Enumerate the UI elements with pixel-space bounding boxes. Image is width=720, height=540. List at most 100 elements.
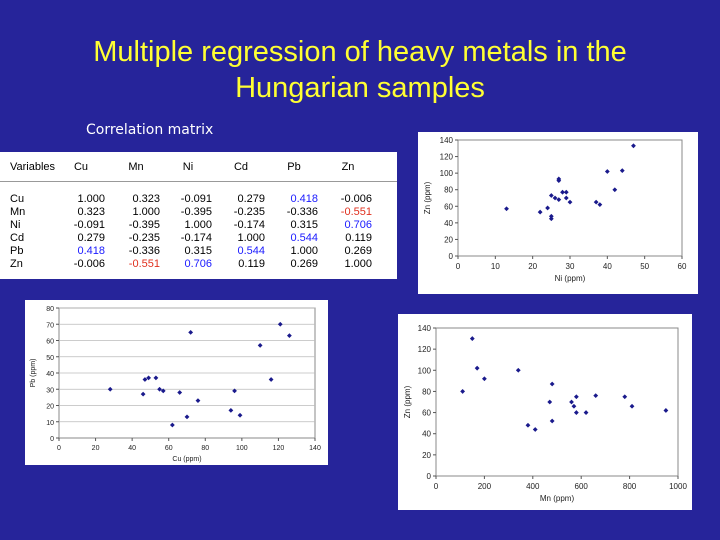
- data-point: [548, 213, 554, 219]
- matrix-cell: 1.000: [184, 219, 212, 231]
- y-tick-label: 40: [444, 219, 453, 228]
- y-axis-label: Pb (ppm): [30, 359, 37, 388]
- y-tick-label: 0: [50, 436, 54, 443]
- y-tick-label: 20: [444, 235, 453, 244]
- y-tick-label: 0: [427, 472, 432, 481]
- x-tick-label: 40: [603, 262, 612, 271]
- x-tick-label: 600: [575, 482, 589, 491]
- x-tick-label: 50: [640, 262, 649, 271]
- y-axis-label: Zn (ppm): [423, 181, 432, 214]
- matrix-cell: 0.119: [345, 232, 372, 244]
- y-tick-label: 140: [440, 136, 454, 145]
- matrix-column-header: Mn: [128, 161, 144, 173]
- data-point: [612, 187, 618, 193]
- data-point: [629, 403, 635, 409]
- matrix-row-label: Pb: [10, 245, 24, 257]
- matrix-cell: -0.091: [73, 219, 105, 231]
- matrix-column-header: Cu: [73, 161, 89, 173]
- y-tick-label: 20: [46, 404, 54, 411]
- data-point: [571, 403, 577, 409]
- matrix-cell: -0.551: [340, 206, 372, 218]
- data-point: [504, 206, 509, 212]
- matrix-corner-label: Variables: [10, 161, 56, 173]
- data-point: [663, 408, 669, 413]
- x-tick-label: 60: [678, 262, 687, 271]
- data-point: [556, 197, 562, 203]
- matrix-cell: -0.395: [180, 206, 212, 218]
- matrix-cell: 0.119: [238, 258, 265, 270]
- y-tick-label: 10: [46, 420, 54, 427]
- data-point: [537, 209, 543, 215]
- data-point: [548, 216, 554, 222]
- matrix-cell: -0.174: [233, 219, 265, 231]
- y-tick-label: 0: [449, 252, 454, 261]
- matrix-cell: 0.269: [290, 258, 318, 270]
- matrix-cell: 0.418: [290, 193, 318, 205]
- matrix-cell: -0.235: [128, 232, 160, 244]
- data-point: [597, 202, 603, 208]
- y-tick-label: 60: [422, 409, 431, 418]
- scatter-mn-zn-chart: 0 20 40 60 80 100 120 140 0 200 400 600 800 1000 Mn (p…: [403, 324, 687, 503]
- matrix-cell: 1.000: [290, 245, 318, 257]
- matrix-cell: 0.323: [77, 206, 105, 218]
- matrix-row-label: Cd: [10, 232, 25, 244]
- x-tick-label: 20: [528, 262, 537, 271]
- x-tick-label: 200: [478, 482, 492, 491]
- data-point: [287, 333, 292, 339]
- x-tick-label: 0: [57, 445, 61, 452]
- y-tick-label: 120: [440, 153, 454, 162]
- matrix-row: Ni -0.091 -0.395 1.000 -0.174 0.315 0.706: [0, 219, 397, 231]
- x-axis-label: Ni (ppm): [555, 274, 586, 283]
- data-point: [525, 422, 531, 428]
- correlation-matrix-table: Variables Cu Mn Ni Cd Pb Zn Cu 1.000 0.323 -0.091 0…: [0, 152, 397, 279]
- y-tick-label: 80: [422, 387, 431, 396]
- y-tick-label: 40: [422, 430, 431, 439]
- data-point: [563, 195, 569, 201]
- data-point: [563, 189, 569, 195]
- y-tick-label: 100: [440, 169, 454, 178]
- matrix-row: Mn 0.323 1.000 -0.395 -0.235 -0.336 -0.551: [0, 206, 397, 218]
- data-point: [593, 393, 599, 399]
- matrix-cell: 0.269: [344, 245, 372, 257]
- matrix-row-label: Mn: [10, 206, 26, 218]
- data-point: [631, 143, 636, 149]
- scatter-cu-pb-panel: 0 10 20 30 40 50 60 70 80 0 20 40 60 80 100 120 140 Cu (p…: [25, 300, 328, 465]
- x-tick-label: 0: [456, 262, 461, 271]
- x-tick-label: 1000: [669, 482, 687, 491]
- y-tick-label: 20: [422, 451, 431, 460]
- data-point: [545, 205, 550, 211]
- matrix-cell: 0.323: [132, 193, 160, 205]
- y-tick-label: 60: [444, 202, 453, 211]
- matrix-cell: -0.336: [286, 206, 318, 218]
- matrix-cell: 0.544: [290, 232, 318, 244]
- scatter-ni-zn-chart: 0 20 40 60 80 100 120 140 0 10 20 30 40 50 60 Ni (ppm) Z…: [423, 136, 687, 283]
- data-point: [474, 365, 480, 371]
- x-tick-label: 20: [92, 445, 100, 452]
- matrix-column-header: Zn: [341, 161, 355, 173]
- data-point: [593, 199, 599, 205]
- data-point: [573, 394, 579, 400]
- matrix-cell: 0.706: [344, 219, 372, 231]
- data-point: [567, 199, 573, 205]
- plot-area: [435, 327, 679, 477]
- x-tick-label: 800: [623, 482, 637, 491]
- data-point: [548, 193, 554, 198]
- x-tick-label: 30: [566, 262, 575, 271]
- matrix-column-header: Ni: [182, 161, 194, 173]
- matrix-cell: 1.000: [77, 193, 105, 205]
- data-point: [549, 381, 555, 387]
- x-tick-label: 400: [526, 482, 540, 491]
- x-tick-label: 140: [309, 445, 321, 452]
- matrix-row-label: Ni: [10, 219, 21, 231]
- data-point: [569, 399, 574, 405]
- matrix-cell: -0.174: [180, 232, 212, 244]
- correlation-matrix-caption: Correlation matrix: [86, 122, 214, 138]
- matrix-cell: -0.395: [128, 219, 160, 231]
- matrix-column-header: Cd: [233, 161, 249, 173]
- y-tick-label: 100: [418, 366, 432, 375]
- x-tick-label: 100: [236, 445, 248, 452]
- data-point: [469, 336, 475, 341]
- y-tick-label: 50: [46, 355, 54, 362]
- matrix-cell: 0.418: [77, 245, 105, 257]
- x-tick-label: 40: [128, 445, 136, 452]
